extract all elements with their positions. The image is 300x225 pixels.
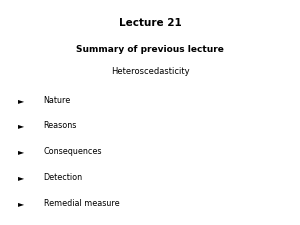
Text: ►: ► bbox=[18, 147, 24, 156]
Text: Lecture 21: Lecture 21 bbox=[118, 18, 182, 28]
Text: ►: ► bbox=[18, 173, 24, 182]
Text: Consequences: Consequences bbox=[44, 147, 102, 156]
Text: Nature: Nature bbox=[44, 96, 71, 105]
Text: ►: ► bbox=[18, 122, 24, 130]
Text: Remedial measure: Remedial measure bbox=[44, 199, 119, 208]
Text: Heteroscedasticity: Heteroscedasticity bbox=[111, 68, 189, 76]
Text: Detection: Detection bbox=[44, 173, 82, 182]
Text: ►: ► bbox=[18, 199, 24, 208]
Text: Summary of previous lecture: Summary of previous lecture bbox=[76, 45, 224, 54]
Text: ►: ► bbox=[18, 96, 24, 105]
Text: Reasons: Reasons bbox=[44, 122, 77, 130]
